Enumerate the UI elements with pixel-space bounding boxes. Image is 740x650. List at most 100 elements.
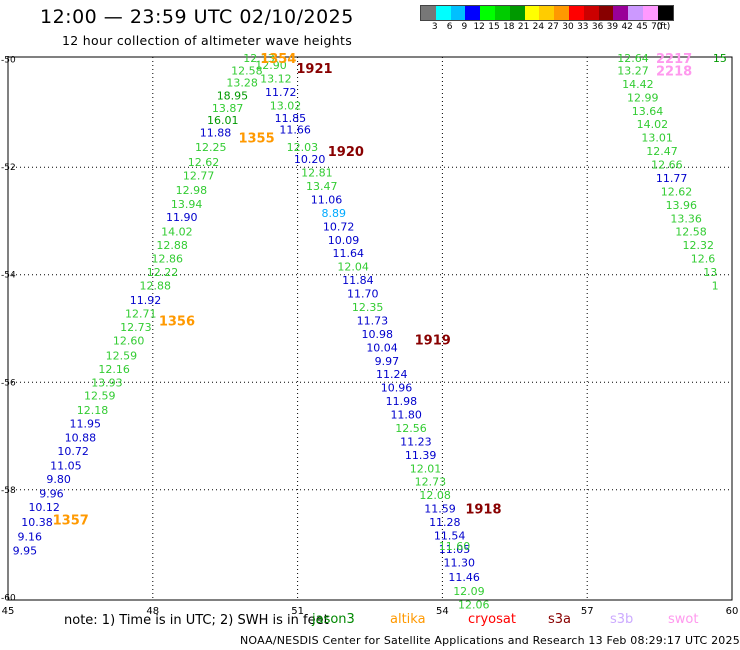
color-scale-swatch — [642, 6, 658, 20]
swh-value-altika: 16.01 — [207, 114, 239, 127]
swh-value-swot: 12.62 — [661, 185, 693, 198]
swh-value-s3a: 11.84 — [342, 274, 374, 287]
swh-value-altika: 10.38 — [21, 516, 53, 529]
swh-value-swot: 13.01 — [641, 132, 673, 145]
swh-value-swot: 12.64 — [617, 52, 649, 65]
color-scale-swatches — [420, 5, 674, 21]
legend-item-altika: altika — [390, 612, 426, 627]
swh-value-altika: 12.59 — [106, 349, 138, 362]
swh-value-s3a: 11.30 — [444, 556, 476, 569]
swh-value-altika: 12.58 — [231, 64, 263, 77]
swh-value-s3a: 12.73 — [415, 476, 447, 489]
swh-value-altika: 9.80 — [46, 473, 71, 486]
color-scale-swatch — [524, 6, 540, 20]
color-scale-label: 9 — [461, 22, 468, 32]
swh-value-altika: 10.12 — [28, 501, 60, 514]
swh-value-swot: 12.99 — [627, 91, 659, 104]
swh-value-s3a: 12.04 — [337, 261, 369, 274]
pass-number-label: 1919 — [415, 333, 451, 348]
swh-value-altika: 12.88 — [156, 239, 188, 252]
swh-value-jason3: 11.60 — [439, 540, 471, 553]
swh-value-altika: 12.62 — [188, 156, 220, 169]
color-scale: 3 6 9 12 15 18 21 24 27 30 33 36 39 42 45 70 (ft) — [420, 5, 674, 34]
color-scale-swatch — [509, 6, 525, 20]
y-tick-label: -58 — [1, 486, 16, 496]
swh-value-s3a: 11.05 — [439, 543, 471, 556]
swh-value-s3a: 11.23 — [400, 435, 432, 448]
color-scale-swatch — [480, 6, 495, 20]
swh-value-altika: 12.22 — [147, 266, 179, 279]
swh-value-s3a: 11.24 — [376, 368, 408, 381]
swh-value-s3a: 12.35 — [352, 301, 384, 314]
swh-value-altika: 10.72 — [57, 445, 89, 458]
pass-number-label: 1354 — [260, 52, 296, 67]
color-scale-label: 30 — [562, 22, 574, 32]
color-scale-label: 6 — [446, 22, 453, 32]
color-scale-label: 42 — [621, 22, 633, 32]
color-scale-label: 70 — [651, 22, 663, 32]
swh-value-altika: 11.05 — [50, 460, 82, 473]
color-scale-swatch — [539, 6, 555, 20]
swh-value-s3a: 11.28 — [429, 516, 461, 529]
swh-value-s3a: 11.80 — [390, 409, 422, 422]
swh-value-swot: 13.96 — [666, 199, 698, 212]
color-scale-label: 18 — [503, 22, 515, 32]
swh-value-s3a: 8.89 — [322, 207, 347, 220]
swh-value-altika: 13.93 — [91, 376, 123, 389]
swh-value-s3a: 13.47 — [306, 180, 338, 193]
pass-number-label: 1921 — [296, 62, 332, 77]
pass-number-label: 1356 — [159, 314, 195, 329]
color-scale-label: 36 — [591, 22, 604, 32]
swh-value-altika: 11.92 — [130, 294, 162, 307]
color-scale-swatch — [465, 6, 481, 20]
color-scale-swatch — [568, 6, 584, 20]
swh-value-s3a: 12.01 — [410, 462, 442, 475]
swh-value-s3a: 11.66 — [279, 124, 311, 137]
y-tick-label: -54 — [1, 271, 16, 281]
y-tick-label: -56 — [1, 378, 16, 388]
swh-value-s3a: 12.90 — [255, 59, 287, 72]
map-title: 12:00 — 23:59 UTC 02/10/2025 — [40, 6, 354, 28]
swh-value-altika: 12.88 — [139, 279, 171, 292]
swh-value-s3a: 13.12 — [260, 73, 292, 86]
swh-value-s3a: 13.02 — [270, 99, 302, 112]
swh-value-altika: 12.60 — [113, 334, 145, 347]
color-scale-label: 45 — [636, 22, 648, 32]
swh-value-altika: 9.95 — [13, 545, 38, 558]
color-scale-swatch — [494, 6, 510, 20]
swh-value-swot: 12.58 — [675, 226, 707, 239]
pass-number-label: 1920 — [328, 145, 364, 160]
color-scale-swatch — [657, 6, 673, 20]
pass-number-label: 2218 — [656, 64, 692, 79]
swh-value-altika: 13.94 — [171, 198, 203, 211]
swh-value-altika: 12.73 — [120, 321, 152, 334]
pass-number-label: 1918 — [465, 503, 501, 518]
color-scale-label: (ft) — [656, 22, 671, 32]
color-scale-swatch — [628, 6, 643, 20]
swh-value-altika: 10.88 — [65, 432, 97, 445]
footer-credit: NOAA/NESDIS Center for Satellite Applica… — [240, 634, 740, 647]
color-scale-label: 24 — [532, 22, 545, 32]
color-scale-label: 21 — [517, 22, 530, 32]
swh-value-altika: 12.71 — [125, 307, 157, 320]
swh-value-altika: 11.90 — [166, 211, 198, 224]
swh-value-swot: 12.6 — [691, 253, 716, 266]
swh-value-s3a: 11.73 — [357, 314, 389, 327]
swh-value-altika: 13.87 — [212, 102, 244, 115]
footer-note: note: 1) Time is in UTC; 2) SWH is in fe… — [64, 613, 329, 628]
x-tick-label: 48 — [146, 606, 159, 617]
swh-value-s3a: 10.09 — [328, 234, 360, 247]
color-scale-label: 39 — [606, 22, 619, 32]
swh-value-s3a: 11.46 — [448, 571, 480, 584]
x-tick-label: 51 — [291, 606, 304, 617]
color-scale-label: 12 — [473, 22, 485, 32]
swh-value-altika: 12.77 — [183, 169, 215, 182]
swh-value-swot: 14.02 — [637, 118, 669, 131]
swh-value-s3a: 12.06 — [458, 598, 490, 611]
y-tick-label: -50 — [1, 56, 16, 66]
swh-value-altika: 12.98 — [176, 184, 208, 197]
swh-value-altika: 12.59 — [84, 390, 116, 403]
color-scale-label: 33 — [577, 22, 589, 32]
swh-value-altika: 12.13 — [243, 52, 275, 65]
